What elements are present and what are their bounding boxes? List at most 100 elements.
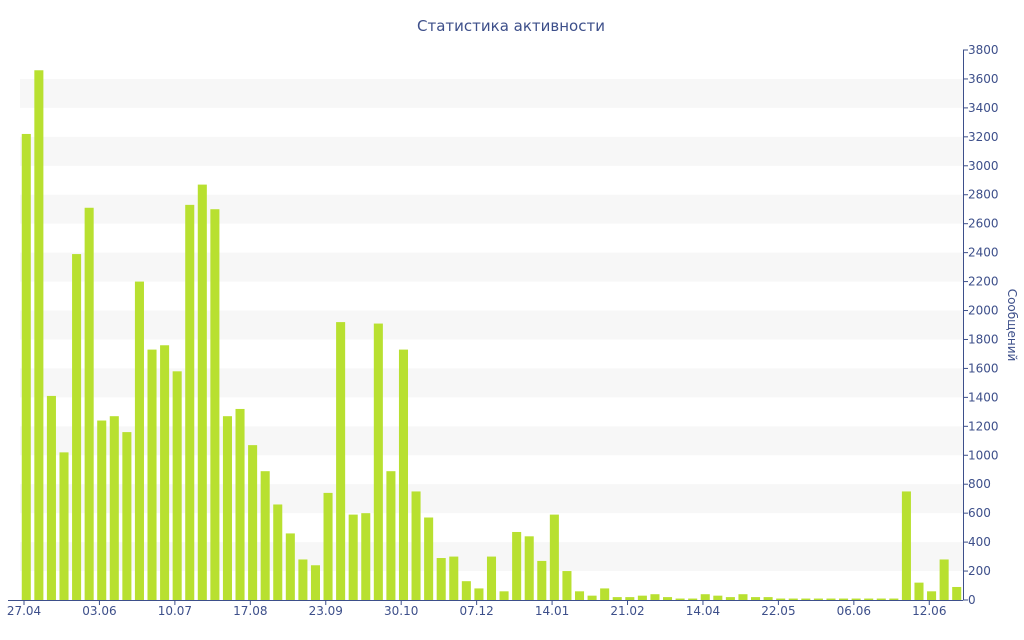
bar	[260, 471, 270, 600]
y-tick-label: 2400	[968, 246, 999, 260]
bar	[235, 408, 245, 600]
x-tick-label: 17.08	[233, 604, 267, 618]
bar	[751, 597, 761, 600]
x-tick-label: 14.01	[535, 604, 569, 618]
bar	[298, 559, 308, 600]
grid-band	[20, 252, 963, 282]
bar	[160, 345, 170, 600]
bar	[914, 582, 924, 600]
x-tick-label: 12.06	[912, 604, 946, 618]
bar	[851, 598, 861, 600]
grid-band	[20, 310, 963, 340]
bar	[826, 598, 836, 600]
bar	[46, 395, 56, 600]
grid-band	[20, 78, 963, 108]
bar	[109, 416, 119, 600]
y-tick-label: 2000	[968, 304, 999, 318]
bar	[411, 491, 421, 600]
bar	[738, 594, 748, 600]
y-tick-label: 400	[968, 535, 991, 549]
y-tick-label: 1000	[968, 448, 999, 462]
x-tick-label: 07.12	[459, 604, 493, 618]
bar	[776, 598, 786, 600]
bar	[939, 559, 949, 600]
bar	[172, 371, 182, 600]
bar	[323, 492, 333, 600]
bar	[361, 513, 371, 600]
grid-band	[20, 194, 963, 224]
bar	[285, 533, 295, 600]
y-tick-label: 200	[968, 564, 991, 578]
x-tick-label: 10.07	[158, 604, 192, 618]
bar	[398, 349, 409, 600]
y-tick-label: 800	[968, 477, 991, 491]
x-tick-label: 22.05	[761, 604, 795, 618]
bar	[876, 598, 886, 600]
bar	[688, 598, 698, 600]
y-tick-label: 1600	[968, 361, 999, 375]
y-tick-label: 3400	[968, 101, 999, 115]
bar-series	[21, 70, 962, 601]
y-tick-label: 1800	[968, 332, 999, 346]
x-tick-label: 30.10	[384, 604, 418, 618]
bar	[700, 594, 710, 600]
y-tick-label: 2200	[968, 275, 999, 289]
bar	[499, 591, 509, 600]
bar	[449, 556, 459, 600]
chart-title: Статистика активности	[417, 17, 605, 35]
x-tick-label: 14.04	[686, 604, 720, 618]
bar	[147, 349, 157, 600]
bar	[625, 597, 635, 600]
bar	[637, 595, 647, 600]
y-tick-label: 2600	[968, 217, 999, 231]
y-tick-label: 3200	[968, 130, 999, 144]
bar	[21, 133, 31, 600]
bar	[813, 598, 823, 600]
bar	[72, 254, 82, 600]
bar	[889, 598, 899, 600]
bar	[474, 588, 484, 600]
bar	[574, 591, 585, 600]
bar	[600, 588, 610, 600]
bar	[222, 416, 232, 600]
y-tick-label: 3800	[968, 43, 999, 57]
grid-bands	[20, 78, 963, 572]
y-axis-label: Сообщений	[1005, 289, 1019, 362]
bar	[612, 597, 622, 600]
y-tick-label: 0	[968, 593, 976, 607]
x-tick-label: 21.02	[610, 604, 644, 618]
axes: 0 200 400 600 800 1000 1200 1400 1600 1800 2000 220…	[7, 43, 999, 618]
bar	[486, 556, 497, 600]
bar	[864, 598, 874, 600]
bar	[549, 514, 559, 600]
bar	[562, 571, 572, 600]
bar	[839, 598, 849, 600]
bar	[424, 517, 434, 600]
y-tick-label: 1400	[968, 390, 999, 404]
bar	[134, 281, 144, 600]
bar	[122, 432, 132, 600]
bar	[461, 581, 471, 600]
x-tick-label: 06.06	[837, 604, 871, 618]
bar	[210, 209, 220, 601]
grid-band	[20, 136, 963, 166]
y-tick-label: 600	[968, 506, 991, 520]
bar	[901, 491, 911, 600]
bar	[97, 420, 107, 600]
bar	[713, 595, 723, 600]
bar	[185, 204, 195, 601]
y-tick-label: 3600	[968, 72, 999, 86]
bar	[801, 598, 811, 600]
bar	[348, 514, 358, 600]
bar	[927, 591, 937, 600]
bar	[436, 558, 446, 600]
bar	[248, 445, 258, 600]
bar	[788, 598, 798, 600]
bar	[587, 595, 597, 600]
x-tick-label: 03.06	[82, 604, 116, 618]
bar	[273, 504, 283, 600]
x-tick-label: 27.04	[7, 604, 41, 618]
bar	[386, 471, 396, 600]
